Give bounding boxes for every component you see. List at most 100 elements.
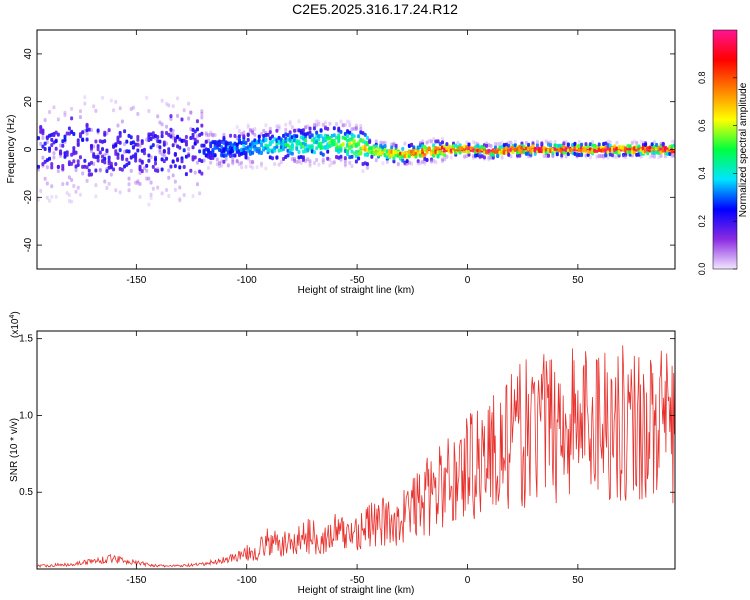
- heatmap-cell: [564, 154, 568, 159]
- heatmap-cell: [471, 139, 475, 144]
- multiplier-prefix: (x10: [10, 318, 21, 338]
- heatmap-cell: [321, 160, 325, 165]
- heatmap-cell: [405, 159, 409, 164]
- heatmap-cell: [92, 152, 96, 157]
- heatmap-cell: [259, 161, 263, 166]
- heatmap-cell: [315, 119, 319, 124]
- svg-text:(x104): (x104): [9, 311, 21, 338]
- heatmap-cell: [52, 105, 56, 110]
- heatmap-cell: [246, 156, 250, 161]
- heatmap-cell: [310, 144, 314, 149]
- heatmap-cell: [103, 153, 107, 158]
- heatmap-cell: [200, 123, 204, 128]
- heatmap-cell: [352, 126, 356, 131]
- heatmap-cell: [83, 101, 87, 106]
- heatmap-cell: [198, 191, 202, 196]
- heatmap-cell: [290, 143, 294, 148]
- colorbar-tick-label: 0.6: [697, 119, 707, 132]
- heatmap-cell: [390, 145, 394, 150]
- heatmap-cell: [195, 127, 199, 132]
- heatmap-cell: [266, 132, 270, 137]
- heatmap-cell: [670, 153, 674, 158]
- heatmap-cell: [337, 126, 341, 131]
- heatmap-cell: [224, 157, 228, 162]
- heatmap-cell: [440, 136, 444, 141]
- heatmap-cell: [253, 127, 257, 132]
- heatmap-cell: [195, 160, 199, 165]
- colorbar-tick-label: 0.8: [697, 72, 707, 85]
- colorbar-ticks: 0.0 0.2 0.4 0.6 0.8: [697, 72, 737, 275]
- heatmap-cell: [279, 159, 283, 164]
- heatmap-cell: [403, 161, 407, 166]
- heatmap-cell: [606, 155, 610, 160]
- colorbar-tick-label: 0.2: [697, 215, 707, 228]
- heatmap-cell: [425, 157, 429, 162]
- heatmap-cell: [282, 147, 286, 152]
- heatmap-cell: [357, 156, 361, 161]
- y-tick-label: 0.5: [19, 487, 33, 498]
- heatmap-cell: [608, 140, 612, 145]
- heatmap-cell: [659, 153, 663, 158]
- heatmap-cell: [127, 149, 131, 154]
- heatmap-cell: [293, 128, 297, 133]
- heatmap-cell: [343, 136, 347, 141]
- heatmap-cell: [599, 154, 603, 159]
- heatmap-cell: [56, 132, 60, 137]
- heatmap-cell: [357, 134, 361, 139]
- heatmap-cell: [284, 122, 288, 127]
- heatmap-cell: [670, 139, 674, 144]
- heatmap-cell: [101, 147, 105, 152]
- heatmap-cell: [246, 137, 250, 142]
- heatmap-cell: [304, 125, 308, 130]
- heatmap-cell: [339, 119, 343, 124]
- heatmap-cell: [156, 185, 160, 190]
- heatmap-cell: [149, 192, 153, 197]
- heatmap-cell: [50, 162, 54, 167]
- heatmap-cell: [328, 121, 332, 126]
- heatmap-cell: [191, 135, 195, 140]
- heatmap-cell: [432, 136, 436, 141]
- heatmap-cell: [56, 164, 60, 169]
- heatmap-cell: [401, 146, 405, 151]
- heatmap-cell: [253, 132, 257, 137]
- heatmap-cell: [293, 158, 297, 163]
- heatmap-cell: [423, 161, 427, 166]
- heatmap-cell: [127, 161, 131, 166]
- heatmap-cell: [98, 168, 102, 173]
- heatmap-cell: [200, 171, 204, 176]
- heatmap-cell: [184, 139, 188, 144]
- heatmap-cell: [107, 181, 111, 186]
- heatmap-cell: [158, 145, 162, 150]
- heatmap-cell: [142, 151, 146, 156]
- heatmap-cell: [312, 126, 316, 131]
- heatmap-cell: [610, 153, 614, 158]
- heatmap-cell: [233, 153, 237, 158]
- heatmap-cell: [315, 123, 319, 128]
- heatmap-cell: [482, 155, 486, 160]
- heatmap-cell: [169, 164, 173, 169]
- heatmap-cell: [120, 167, 124, 172]
- heatmap-cell: [487, 155, 491, 160]
- x-tick-label: 0: [465, 575, 471, 586]
- heatmap-cell: [65, 181, 69, 186]
- heatmap-cell: [337, 139, 341, 144]
- heatmap-cell: [156, 168, 160, 173]
- heatmap-cell: [315, 146, 319, 151]
- heatmap-cell: [76, 162, 80, 167]
- heatmap-cell: [211, 155, 215, 160]
- heatmap-cell: [204, 139, 208, 144]
- heatmap-cell: [114, 162, 118, 167]
- heatmap-cell: [383, 140, 387, 145]
- heatmap-cell: [140, 169, 144, 174]
- heatmap-cell: [306, 124, 310, 129]
- heatmap-cell: [114, 99, 118, 104]
- heatmap-cell: [149, 145, 153, 150]
- spectrogram-panel: -150 -100 -50 0 50 -40 -20 0 20 40 Height of stra…: [6, 29, 676, 296]
- heatmap-cell: [317, 162, 321, 167]
- heatmap-cell: [343, 162, 347, 167]
- heatmap-cell: [85, 124, 89, 129]
- heatmap-cell: [158, 120, 162, 125]
- heatmap-cell: [365, 142, 369, 147]
- heatmap-cell: [131, 145, 135, 150]
- heatmap-cell: [652, 140, 656, 145]
